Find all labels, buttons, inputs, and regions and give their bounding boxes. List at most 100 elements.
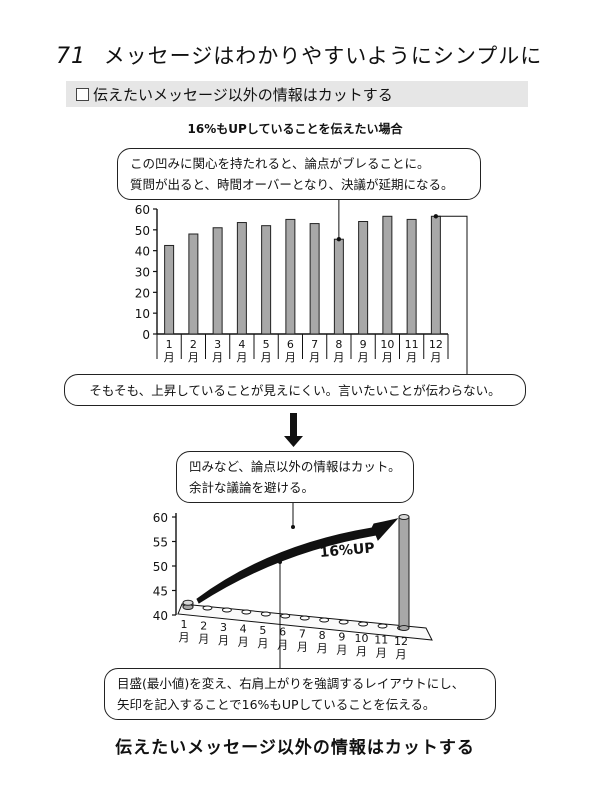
chart2-base-marker [299,615,310,621]
chart2-annotation: 16%UP [319,540,375,561]
chart2-x-tick-label: 月 [218,634,229,647]
chart2-x-tick-label: 月 [317,642,328,655]
chart2-bar-last-top [398,514,410,520]
subheading-bar: 伝えたいメッセージ以外の情報はカットする [66,81,528,107]
chart1-x-tick-label: 2 [190,338,197,351]
chart-title: 16%もUPしていることを伝えたい場合 [187,122,403,136]
chart1-bar [261,225,272,335]
chart2-base-marker [260,611,271,617]
chart2-x-tick-label: 月 [179,631,190,644]
chart1-x-tick-label: 10 [380,338,394,351]
chart2-x-tick-label: 10 [355,632,369,645]
chart1-x-tick-label: 月 [164,351,175,364]
chart1-x-tick-label: 11 [405,338,419,351]
chart2-x-tick-label: 月 [336,643,347,656]
chart1-x-tick-label: 月 [309,351,320,364]
callout-scale-line2: 矢印を記入することで16%もUPしていることを伝える。 [117,697,436,712]
callout-scale-line1: 目盛(最小値)を変え、右肩上がりを強調するレイアウトにし、 [117,676,465,691]
chart1-x-tick-label: 7 [311,338,318,351]
chart2-x-tick-label: 月 [356,645,367,658]
chart2-base-marker [280,613,291,619]
chart1-y-tick-label: 10 [135,307,150,321]
callout-dip-marker [336,237,342,242]
chart1-x-tick-label: 月 [333,351,344,364]
chart1-y-tick-label: 60 [135,203,150,217]
checkbox-icon [76,88,89,101]
chart1-bar [285,218,296,335]
chart1-y-tick-label: 30 [135,266,150,280]
callout-scale-marker [278,560,282,564]
chart2-base-marker [358,621,369,627]
chart2-y-tick-label: 60 [153,511,168,525]
chart2-y-tick-label: 55 [153,536,168,550]
subheading-text: 伝えたいメッセージ以外の情報はカットする [93,86,393,104]
chart1-x-tick-label: 月 [236,351,247,364]
chart2-x-tick-label: 9 [338,630,345,643]
rise-arrow [196,518,399,604]
final-message: 伝えたいメッセージ以外の情報はカットする [115,738,475,758]
chart1-x-tick-label: 8 [335,338,342,351]
chart2-x-tick-label: 1 [181,618,188,631]
page-header: 71 メッセージはわかりやすいようにシンプルに [56,40,542,70]
chart2-x-tick-label: 月 [257,637,268,650]
subheading: 伝えたいメッセージ以外の情報はカットする [76,84,393,105]
chart2-x-tick-label: 8 [319,629,326,642]
chart1-x-tick-label: 月 [382,351,393,364]
chart2-y-tick-label: 45 [153,585,168,599]
chart1-bar [382,215,393,335]
chart1-x-tick-label: 5 [263,338,270,351]
chart1-x-tick-label: 3 [214,338,221,351]
chart2-base-marker [319,617,330,623]
chart2-x-tick-label: 7 [299,627,306,640]
chart2-x-tick-label: 月 [297,640,308,653]
chart1-x-tick-label: 月 [261,351,272,364]
chart1-y-tick-label: 0 [142,328,150,342]
chart2-x-tick-label: 6 [279,626,286,639]
callout-dip-line2: 質問が出ると、時間オーバーとなり、決議が延期になる。 [130,177,454,192]
chart1-bar [333,238,344,335]
callout-hard-to-see: そもそも、上昇していることが見えにくい。言いたいことが伝わらない。 [64,374,526,406]
chart2-x-tick-label: 月 [238,636,249,649]
chart1-x-tick-label: 月 [285,351,296,364]
page-title: メッセージはわかりやすいようにシンプルに [103,44,543,68]
chart1-bar [164,244,175,335]
callout-dip-warning: この凹みに関心を持たれると、論点がブレることに。 質問が出ると、時間オーバーとな… [117,148,481,200]
chart1-bar [358,221,369,335]
down-arrow-shaft [290,413,297,437]
chart2-x-tick-label: 2 [200,620,207,633]
chart2-base-marker [338,619,349,625]
callout-scale-change: 目盛(最小値)を変え、右肩上がりを強調するレイアウトにし、 矢印を記入することで… [104,668,496,720]
callout-dip-line1: この凹みに関心を持たれると、論点がブレることに。 [130,156,430,171]
chart1-x-tick-label: 月 [358,351,369,364]
chart2-x-tick-label: 月 [198,633,209,646]
chart2-y-tick-label: 50 [153,560,168,574]
chart2-x-tick-label: 月 [396,648,407,661]
chart1-bar [430,215,441,335]
chart2-x-tick-label: 4 [240,623,247,636]
chart1-bar [188,233,199,335]
chart2-bar-last-base [398,625,410,631]
chart1-y-tick-label: 20 [135,286,150,300]
chart1-y-tick-label: 50 [135,224,150,238]
chart2-bar-first-top [182,599,194,606]
chart1-x-tick-label: 6 [287,338,294,351]
chart2-x-tick-label: 5 [259,624,266,637]
chart1-bar [406,218,417,335]
chart1-x-tick-label: 月 [212,351,223,364]
chart1-x-tick-label: 月 [430,351,441,364]
chart1-bar [309,223,320,335]
chart2-base-marker [202,605,213,611]
chart1-x-tick-label: 12 [429,338,443,351]
chart2-base-marker [241,609,252,615]
chart2-y-tick-label: 40 [153,609,168,623]
callout-hard-to-see-text: そもそも、上昇していることが見えにくい。言いたいことが伝わらない。 [89,383,501,398]
chart2-x-tick-label: 3 [220,621,227,634]
callout-cut-info-line2: 余計な議論を避ける。 [189,480,315,495]
chart2-base-marker [377,623,388,629]
chart2-x-tick-label: 月 [277,639,288,652]
callout-cut-info: 凹みなど、論点以外の情報はカット。 余計な議論を避ける。 [176,451,414,503]
chart1-y-tick-label: 40 [135,245,150,259]
chart2-x-tick-label: 12 [394,635,408,648]
chart1-x-tick-label: 月 [188,351,199,364]
chart1-x-tick-label: 9 [360,338,367,351]
